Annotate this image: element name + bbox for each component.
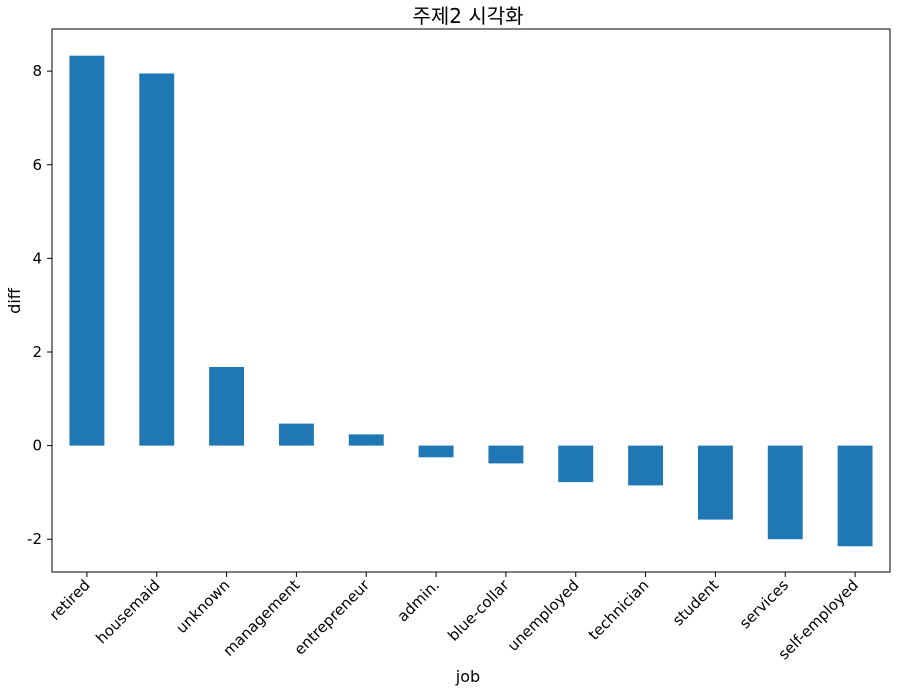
bar-unemployed — [558, 445, 594, 483]
x-tick-label: admin. — [394, 576, 443, 625]
bar-services — [767, 445, 803, 540]
x-tick-label: unknown — [172, 576, 233, 637]
x-tick-label: retired — [46, 576, 94, 624]
y-tick-label: 8 — [32, 62, 42, 80]
bars-group — [69, 55, 873, 547]
bar-self-employed — [837, 445, 873, 547]
bar-housemaid — [139, 73, 175, 446]
y-tick-label: 6 — [32, 156, 42, 174]
bar-management — [278, 423, 314, 446]
x-axis-label: job — [455, 667, 480, 686]
bar-retired — [69, 55, 105, 446]
y-tick-label: 4 — [32, 249, 42, 267]
y-tick-label: 2 — [32, 343, 42, 361]
x-tick-label: student — [669, 576, 722, 629]
y-tick-label: 0 — [32, 437, 42, 455]
x-tick-label: blue-collar — [444, 576, 513, 645]
y-axis-label: diff — [5, 287, 24, 314]
bar-unknown — [209, 366, 245, 446]
chart-title: 주제2 시각화 — [412, 4, 523, 28]
x-tick-label: housemaid — [92, 576, 163, 647]
y-tick-label: -2 — [27, 530, 42, 548]
x-tick-label: services — [736, 576, 792, 632]
bar-admin — [418, 445, 454, 458]
plot-frame — [51, 28, 891, 573]
x-tick-label: technician — [585, 576, 653, 644]
x-tick-label: entrepreneur — [291, 576, 374, 659]
y-axis: -2 0 2 4 6 8 — [27, 62, 52, 548]
bar-blue-collar — [488, 445, 524, 464]
bar-entrepreneur — [348, 434, 384, 446]
bar-student — [697, 445, 733, 520]
x-tick-label: unemployed — [504, 576, 583, 655]
bar-technician — [628, 445, 664, 486]
